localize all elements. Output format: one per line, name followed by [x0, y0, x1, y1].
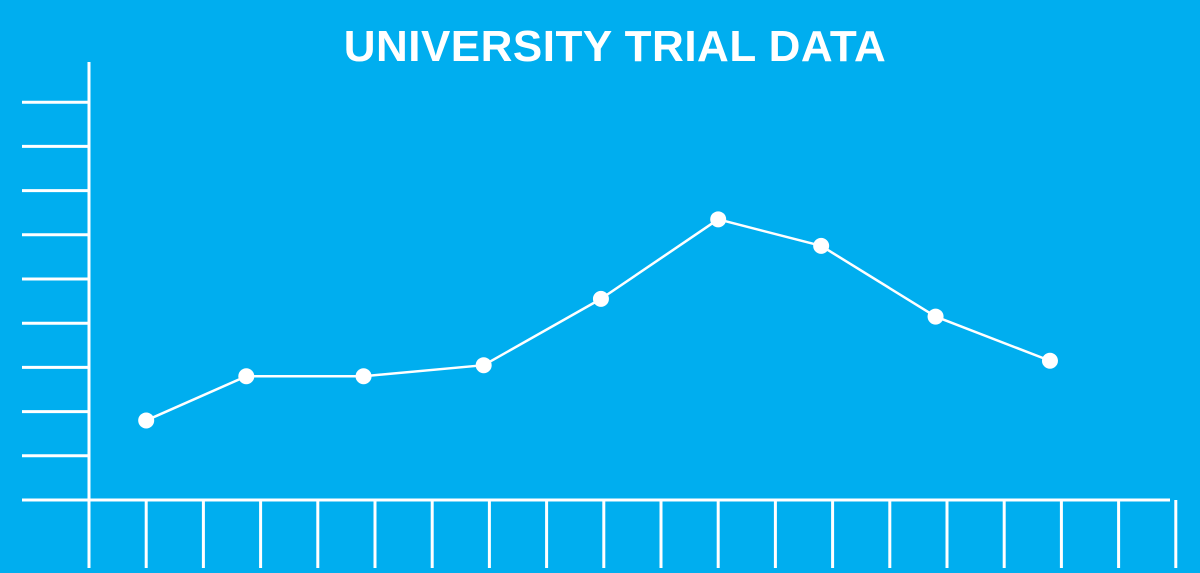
data-point-3: [355, 368, 372, 385]
chart-series: [138, 211, 1058, 429]
data-point-9: [1041, 352, 1058, 369]
chart-title: UNIVERSITY TRIAL DATA: [343, 22, 887, 71]
data-point-7: [813, 237, 830, 254]
data-point-4: [475, 357, 492, 374]
chart-axes: [22, 62, 1170, 568]
chart-ticks: [22, 100, 1178, 568]
data-point-6: [710, 211, 727, 228]
series-line-0: [145, 218, 1051, 422]
data-point-5: [592, 290, 609, 307]
data-point-2: [238, 368, 255, 385]
data-point-1: [138, 412, 155, 429]
data-point-8: [927, 308, 944, 325]
